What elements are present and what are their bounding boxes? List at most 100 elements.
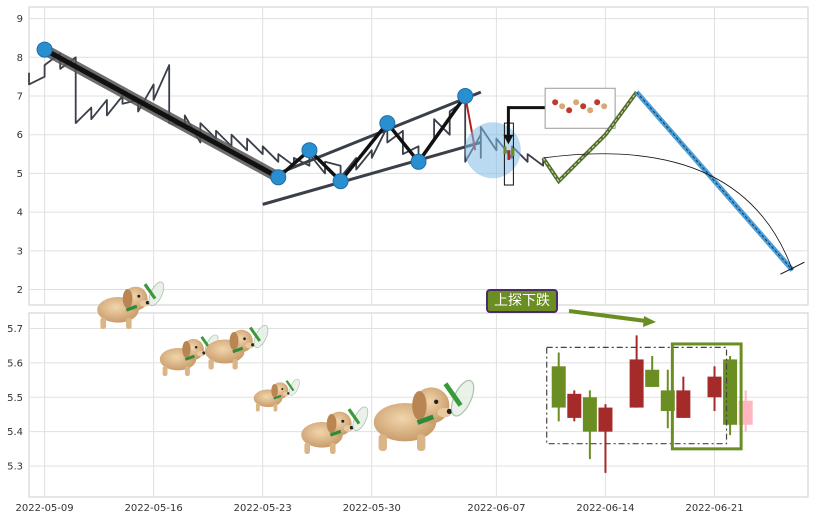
puppy-leg (255, 403, 260, 412)
puppy-sticker (253, 378, 300, 412)
puppy-leg (185, 366, 190, 376)
puppy-sticker (97, 281, 165, 329)
puppy-collar (273, 394, 282, 400)
puppy-eye (281, 387, 284, 390)
forecast-end-tick (780, 261, 805, 275)
puppy-stick (249, 326, 261, 342)
candle-body (629, 359, 644, 408)
puppy-nose (287, 392, 290, 395)
channel-lower (262, 141, 482, 206)
pivot-marker (301, 142, 318, 159)
puppy-leg (330, 442, 336, 454)
puppy-eye (194, 346, 198, 349)
callout-arrowhead (503, 134, 514, 145)
inset-mark (559, 103, 566, 110)
price-line (28, 52, 544, 179)
y-tick-label: 5 (17, 169, 23, 180)
puppy-nose (202, 351, 206, 355)
puppy-collar (232, 346, 244, 354)
inset-mark (594, 99, 601, 106)
y-tick-label: 4 (17, 208, 23, 219)
puppy-leg (100, 317, 106, 329)
puppy-nose (251, 343, 255, 347)
puppy-eye (243, 337, 246, 341)
inset-mark (566, 107, 573, 114)
annotation-arrowhead (643, 316, 656, 327)
puppy-stick (143, 283, 157, 300)
puppy-eye (341, 419, 345, 423)
puppy-eye (434, 399, 439, 404)
mini-candle (507, 150, 511, 160)
y-tick-label: 9 (17, 14, 23, 25)
price-panel: 2 3 4 5 6 7 8 9 (17, 6, 809, 306)
y-tick-label: 3 (17, 246, 23, 257)
puppy-collar (416, 414, 435, 425)
annotation-label: 上探下跌 (486, 289, 558, 313)
pivot-marker (36, 41, 53, 58)
inset-mark (552, 99, 559, 106)
puppy-ear (122, 289, 133, 309)
pivot-marker (457, 88, 474, 105)
puppy-ear (229, 332, 239, 350)
puppy-ear (271, 384, 278, 398)
y-tick-label: 5.6 (7, 358, 23, 369)
y-tick-label: 7 (17, 92, 23, 103)
inset-mark (587, 107, 594, 114)
puppy-sticker (373, 379, 475, 451)
puppy-leg (208, 359, 214, 370)
y-tick-label: 8 (17, 53, 23, 64)
puppy-ear (412, 391, 427, 420)
candle-body (723, 359, 738, 425)
puppy-sticker (159, 334, 219, 376)
candle-body (598, 407, 613, 432)
puppy-nose (446, 408, 453, 415)
puppy-leg (304, 442, 310, 454)
annotation-arrow (568, 309, 647, 323)
inset-mark (580, 103, 587, 110)
puppy-leg (162, 366, 168, 376)
y-tick-label: 5.7 (7, 324, 23, 335)
forecast-arc (543, 153, 793, 271)
candle-body (551, 366, 566, 408)
candle-body (567, 393, 582, 418)
puppy-collar (329, 429, 342, 437)
pivot-marker (270, 169, 287, 186)
puppy-collar (184, 354, 195, 361)
cluster-box (546, 346, 728, 445)
x-tick-label: 2022-05-09 (16, 503, 74, 514)
puppy-nose (349, 425, 354, 430)
puppy-ear (326, 414, 337, 434)
puppy-stick (285, 380, 295, 392)
pivot-marker (379, 115, 396, 132)
puppy-leg (378, 434, 387, 451)
x-tick-label: 2022-05-23 (234, 503, 292, 514)
projection-drop-dash (636, 91, 793, 271)
y-tick-label: 6 (17, 130, 23, 141)
x-tick-label: 2022-06-21 (685, 503, 743, 514)
projection-zig-dash (542, 91, 638, 182)
candle-body (582, 397, 597, 432)
puppy-stick (443, 382, 463, 407)
pivot-marker (332, 173, 349, 190)
puppy-leg (417, 434, 426, 451)
puppy-sticker (205, 325, 269, 370)
y-tick-label: 5.5 (7, 393, 23, 404)
decorations (97, 281, 475, 454)
candle-body (645, 369, 660, 387)
puppy-leg (126, 317, 132, 329)
candle-body (707, 376, 722, 398)
puppy-leg (273, 403, 278, 412)
puppy-leg (232, 359, 238, 370)
callout-arrow (506, 106, 549, 137)
x-tick-label: 2022-06-14 (576, 503, 634, 514)
inset-mark (573, 99, 580, 106)
x-tick-label: 2022-05-16 (125, 503, 183, 514)
puppy-nose (145, 300, 150, 305)
y-tick-label: 2 (17, 285, 23, 296)
puppy-collar (125, 304, 138, 312)
candle-body (676, 390, 691, 418)
mini-candle (511, 148, 515, 156)
mini-candle (503, 146, 507, 155)
